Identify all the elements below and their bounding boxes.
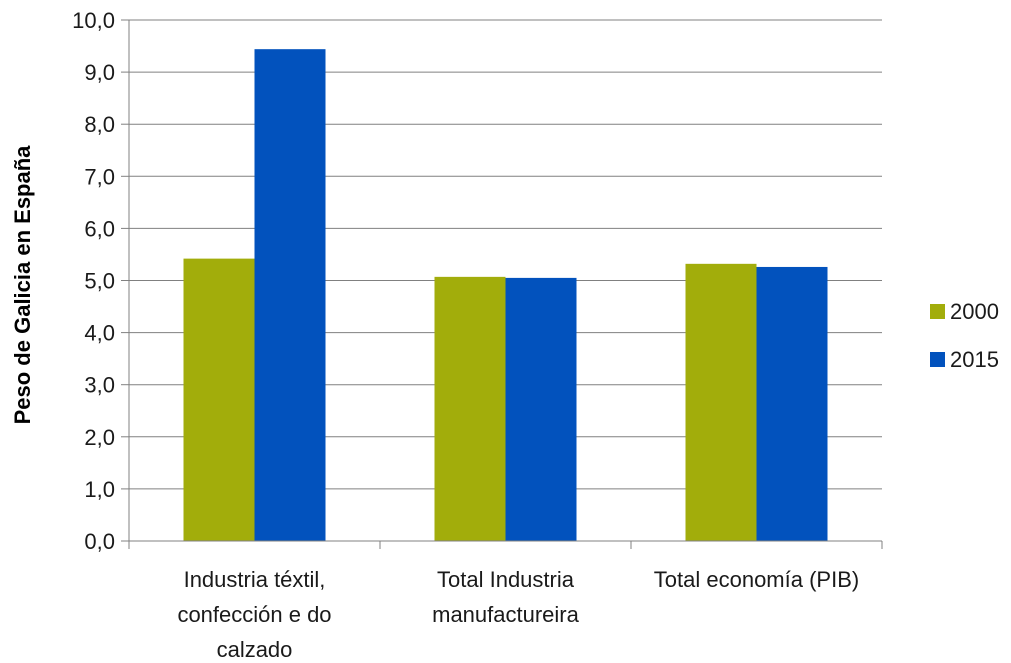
axes (121, 19, 883, 549)
y-tick-label: 0,0 (84, 529, 115, 554)
legend-swatch-2000 (930, 304, 945, 319)
y-tick-label: 1,0 (84, 477, 115, 502)
y-tick-label: 2,0 (84, 425, 115, 450)
x-category-label: calzado (217, 637, 293, 662)
bar-2000 (183, 258, 255, 541)
x-category-labels: Industria téxtil, confección e do calzado T… (177, 567, 859, 662)
legend-label-2015: 2015 (950, 347, 999, 372)
x-category-label: confección e do (177, 602, 331, 627)
y-tick-label: 3,0 (84, 373, 115, 398)
x-category-label: Total Industria (437, 567, 575, 592)
y-tick-labels: 0,0 1,0 2,0 3,0 4,0 5,0 6,0 7,0 8,0 9,0 10,0 (72, 8, 115, 554)
legend: 2000 2015 (930, 299, 999, 372)
y-tick-label: 10,0 (72, 8, 115, 33)
bar-2000 (685, 263, 757, 541)
y-axis-label: Peso de Galicia en España (10, 145, 35, 425)
bar-2015 (756, 266, 828, 541)
bar-2000 (434, 276, 506, 541)
legend-swatch-2015 (930, 352, 945, 367)
bar-2015 (505, 277, 577, 541)
legend-label-2000: 2000 (950, 299, 999, 324)
y-tick-label: 6,0 (84, 216, 115, 241)
y-tick-label: 5,0 (84, 269, 115, 294)
x-category-label: Industria téxtil, (184, 567, 326, 592)
y-tick-label: 4,0 (84, 321, 115, 346)
y-tick-label: 8,0 (84, 112, 115, 137)
x-category-label: manufactureira (432, 602, 580, 627)
y-tick-label: 7,0 (84, 164, 115, 189)
y-tick-label: 9,0 (84, 60, 115, 85)
bar-2015 (254, 49, 326, 542)
x-category-label: Total economía (PIB) (654, 567, 859, 592)
bars (183, 49, 828, 542)
